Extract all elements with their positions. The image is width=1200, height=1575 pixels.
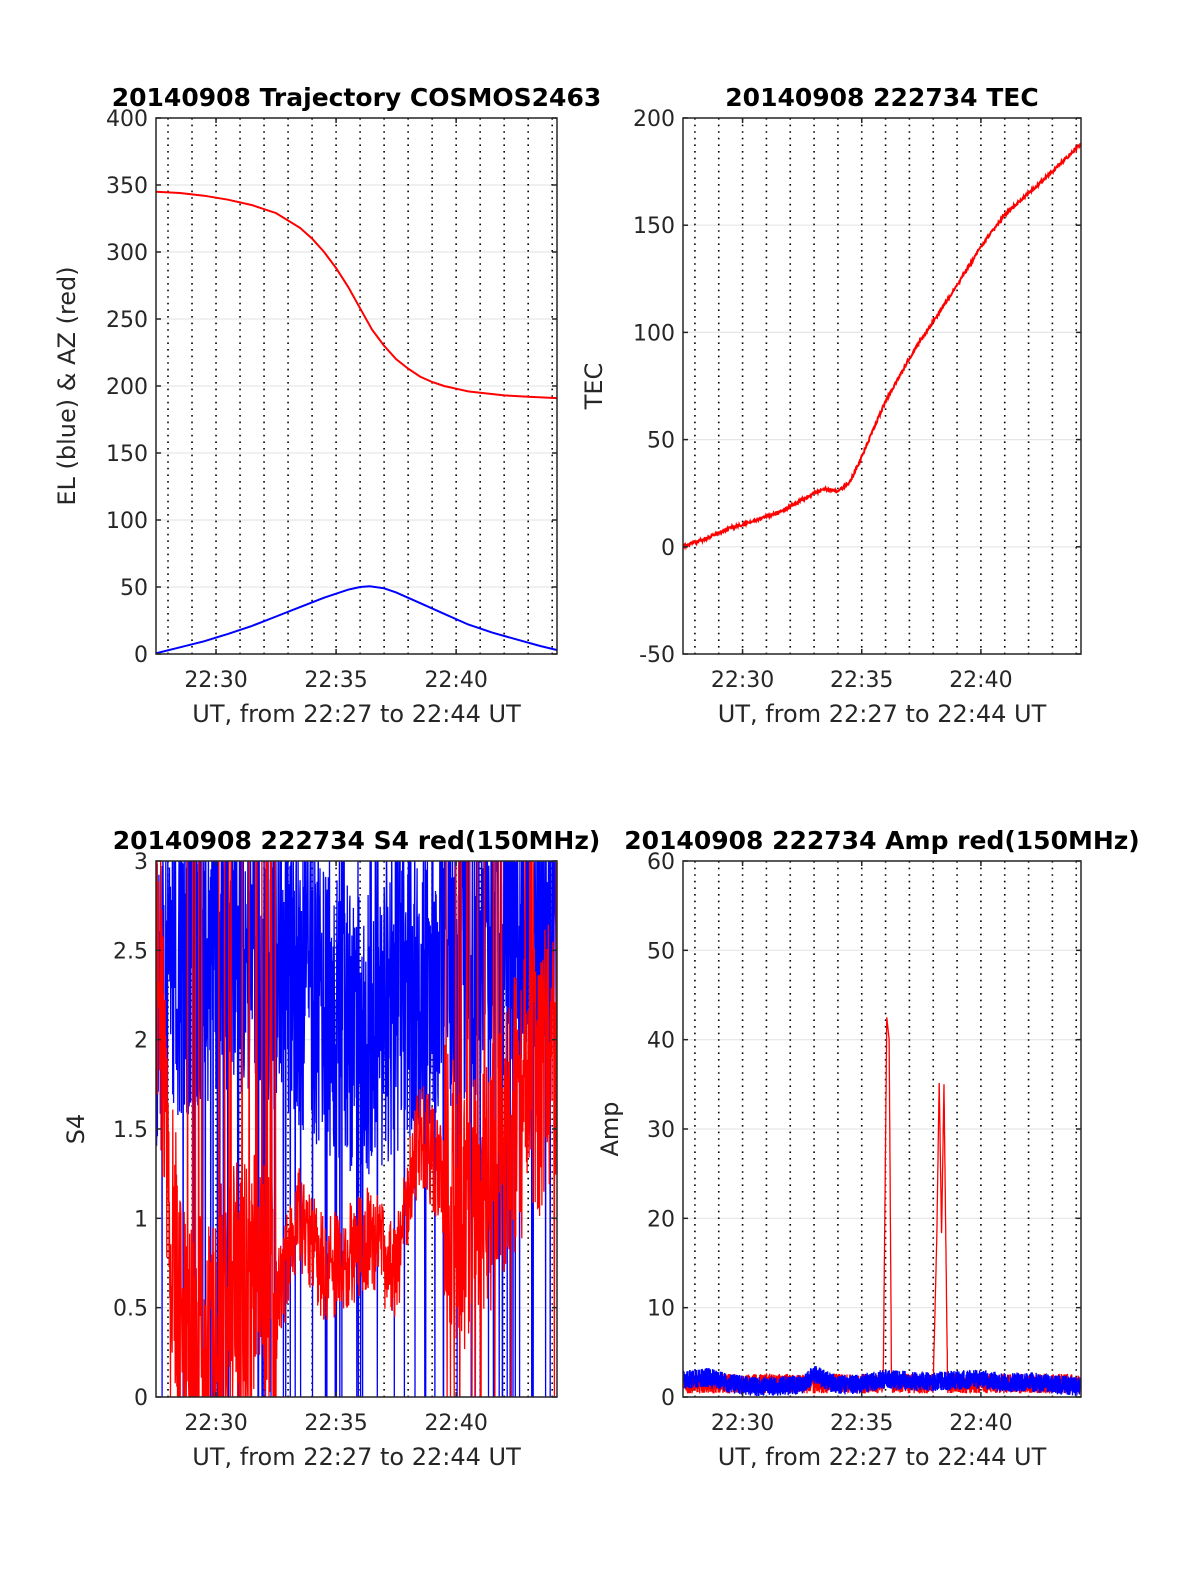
x-axis-label: UT, from 22:27 to 22:44 UT bbox=[718, 700, 1047, 728]
series-line-red bbox=[156, 861, 557, 1397]
y-tick-label: 300 bbox=[106, 241, 148, 266]
series-line-blue bbox=[683, 1365, 1081, 1397]
y-tick-label: 30 bbox=[647, 1118, 675, 1143]
x-tick-label: 22:30 bbox=[711, 1411, 774, 1436]
y-tick-label: 150 bbox=[633, 214, 675, 239]
y-tick-label: 350 bbox=[106, 174, 148, 199]
x-tick-label: 22:35 bbox=[830, 668, 893, 693]
y-tick-label: 0 bbox=[661, 536, 675, 561]
y-tick-label: 100 bbox=[106, 509, 148, 534]
plot-area bbox=[156, 190, 557, 654]
x-tick-label: 22:35 bbox=[304, 1411, 367, 1436]
x-axis-label: UT, from 22:27 to 22:44 UT bbox=[192, 700, 521, 728]
x-tick-label: 22:40 bbox=[424, 668, 487, 693]
y-tick-label: 0 bbox=[661, 1386, 675, 1411]
chart-panel-4: 0 10 20 30 40 50 60 22:30 22:35 22:40 20140908 222… bbox=[596, 826, 1140, 1471]
y-tick-label: 50 bbox=[647, 429, 675, 454]
chart-panel-1: 0 50 100 150 200 250 300 350 400 22:30 22:35 22:40 2… bbox=[53, 83, 601, 728]
axes-box bbox=[682, 117, 1082, 655]
y-tick-label: 250 bbox=[106, 308, 148, 333]
plot-area bbox=[683, 1017, 1081, 1397]
series-line-blue bbox=[156, 861, 557, 1397]
series-line-red bbox=[683, 142, 1081, 551]
y-axis-label: Amp bbox=[596, 1101, 624, 1156]
x-tick-label: 22:40 bbox=[949, 1411, 1012, 1436]
x-axis-label: UT, from 22:27 to 22:44 UT bbox=[718, 1443, 1047, 1471]
x-tick-label: 22:30 bbox=[184, 668, 247, 693]
x-tick-label: 22:35 bbox=[304, 668, 367, 693]
chart-title: 20140908 222734 Amp red(150MHz) bbox=[624, 826, 1140, 855]
y-tick-label: 10 bbox=[647, 1297, 675, 1322]
x-tick-label: 22:30 bbox=[711, 668, 774, 693]
y-axis-label: S4 bbox=[62, 1114, 90, 1145]
y-tick-label: 150 bbox=[106, 442, 148, 467]
series-line-blue bbox=[156, 585, 557, 654]
chart-panel-2: -50 0 50 100 150 200 22:30 22:35 22:40 20140908 2… bbox=[580, 83, 1082, 728]
y-tick-label: 0 bbox=[134, 643, 148, 668]
y-tick-label: 50 bbox=[647, 939, 675, 964]
chart-title: 20140908 222734 TEC bbox=[725, 83, 1038, 112]
y-axis-label: EL (blue) & AZ (red) bbox=[53, 266, 81, 505]
y-tick-label: 1.5 bbox=[113, 1118, 148, 1143]
chart-title: 20140908 222734 S4 red(150MHz) bbox=[113, 826, 601, 855]
y-tick-label: 0 bbox=[134, 1386, 148, 1411]
y-tick-label: 0.5 bbox=[113, 1297, 148, 1322]
chart-title: 20140908 Trajectory COSMOS2463 bbox=[112, 83, 602, 112]
x-tick-label: 22:35 bbox=[830, 1411, 893, 1436]
plot-area bbox=[156, 861, 557, 1397]
y-tick-label: 200 bbox=[106, 375, 148, 400]
series-line-red bbox=[156, 190, 557, 400]
y-tick-label: 20 bbox=[647, 1207, 675, 1232]
x-tick-label: 22:40 bbox=[424, 1411, 487, 1436]
y-tick-label: -50 bbox=[639, 643, 675, 668]
y-tick-label: 1 bbox=[134, 1207, 148, 1232]
x-tick-label: 22:40 bbox=[949, 668, 1012, 693]
plot-area bbox=[683, 142, 1081, 551]
y-tick-label: 2 bbox=[134, 1029, 148, 1054]
x-axis-label: UT, from 22:27 to 22:44 UT bbox=[192, 1443, 521, 1471]
y-tick-label: 40 bbox=[647, 1029, 675, 1054]
y-axis-label: TEC bbox=[580, 363, 608, 411]
x-tick-label: 22:30 bbox=[184, 1411, 247, 1436]
y-tick-label: 3 bbox=[134, 850, 148, 875]
y-tick-label: 400 bbox=[106, 107, 148, 132]
y-tick-label: 60 bbox=[647, 850, 675, 875]
y-tick-label: 50 bbox=[120, 576, 148, 601]
y-tick-label: 200 bbox=[633, 107, 675, 132]
chart-panel-3: 0 0.5 1 1.5 2 2.5 3 22:30 22:35 22:40 20140908 222… bbox=[62, 826, 601, 1471]
y-tick-label: 2.5 bbox=[113, 939, 148, 964]
y-tick-label: 100 bbox=[633, 321, 675, 346]
